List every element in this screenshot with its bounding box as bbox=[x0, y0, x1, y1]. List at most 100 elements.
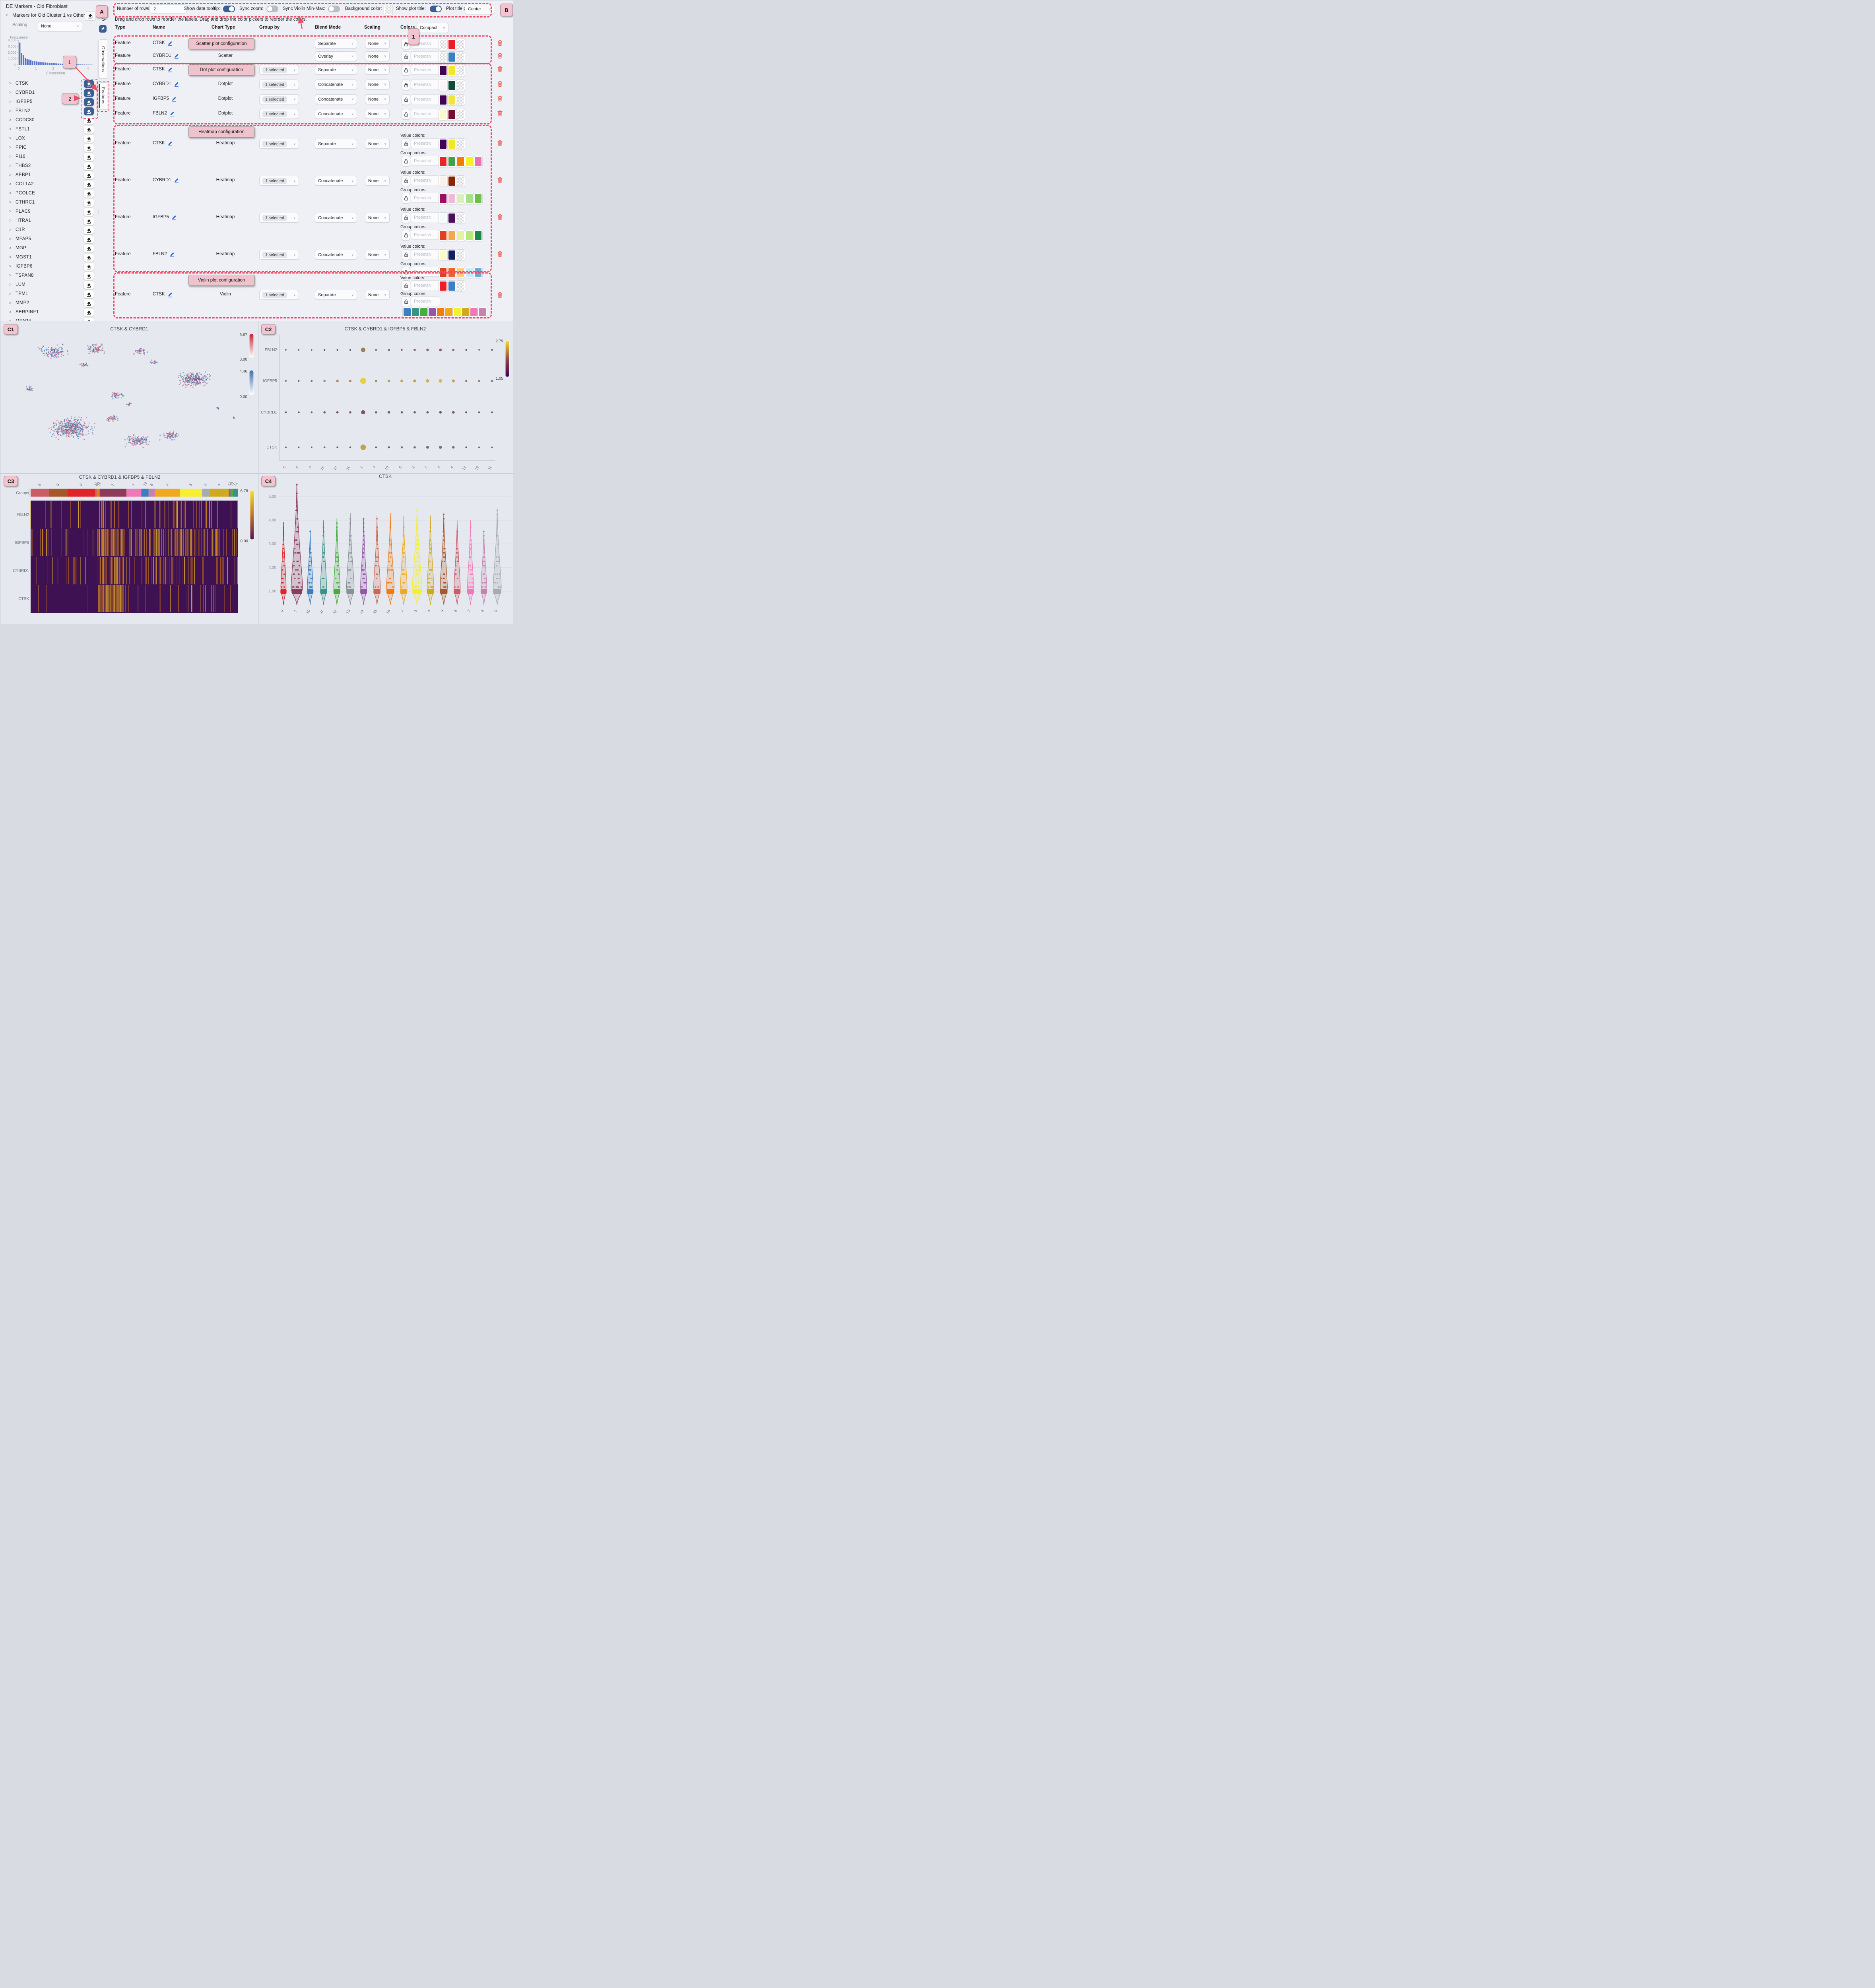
gene-expand-icon[interactable]: > bbox=[9, 155, 12, 159]
gene-expand-icon[interactable]: > bbox=[9, 109, 12, 113]
pin-button[interactable] bbox=[99, 25, 107, 33]
gene-expand-icon[interactable]: > bbox=[9, 118, 12, 122]
gene-paint-bucket-button[interactable] bbox=[84, 190, 94, 198]
color-swatch[interactable] bbox=[448, 250, 456, 260]
color-swatch[interactable] bbox=[448, 65, 456, 76]
color-swatch[interactable] bbox=[439, 193, 447, 204]
gene-name[interactable]: PPIC bbox=[16, 145, 27, 150]
color-swatch[interactable] bbox=[419, 307, 428, 317]
color-swatch[interactable] bbox=[448, 95, 456, 105]
group-by-select[interactable]: 1 selected ∨ bbox=[259, 65, 299, 75]
color-swatch[interactable] bbox=[456, 267, 465, 278]
gene-expand-icon[interactable]: > bbox=[9, 164, 12, 168]
presets-select[interactable]: Presets ∨ bbox=[411, 230, 440, 240]
presets-select[interactable]: Presets ∨ bbox=[411, 175, 440, 185]
show-plot-title-toggle[interactable] bbox=[430, 6, 442, 12]
color-swatch[interactable] bbox=[448, 281, 456, 291]
gene-expand-icon[interactable]: > bbox=[9, 200, 12, 205]
scaling-select[interactable]: None ∨ bbox=[365, 65, 390, 75]
color-swatch[interactable] bbox=[439, 281, 447, 291]
scaling-select[interactable]: None ∨ bbox=[365, 80, 390, 89]
presets-select[interactable]: Presets ∨ bbox=[411, 80, 440, 89]
scaling-select[interactable]: None ∨ bbox=[38, 21, 82, 31]
group-by-select[interactable]: 1 selected ∨ bbox=[259, 109, 299, 119]
color-swatch[interactable] bbox=[465, 193, 474, 204]
lock-colors-button[interactable] bbox=[402, 109, 410, 120]
gene-name[interactable]: CCDC80 bbox=[16, 118, 35, 122]
color-swatch[interactable] bbox=[448, 193, 456, 204]
color-swatch[interactable] bbox=[439, 65, 447, 76]
lock-colors-button[interactable] bbox=[402, 175, 410, 186]
gene-expand-icon[interactable]: > bbox=[9, 173, 12, 177]
gene-paint-bucket-button[interactable] bbox=[84, 153, 94, 161]
gene-name[interactable]: CYBRD1 bbox=[16, 90, 35, 95]
gene-expand-icon[interactable]: > bbox=[9, 246, 12, 250]
delete-row-button[interactable] bbox=[497, 110, 504, 118]
gene-paint-bucket-button[interactable] bbox=[84, 235, 94, 243]
color-swatch[interactable] bbox=[439, 80, 447, 91]
group-by-select[interactable]: 1 selected ∨ bbox=[259, 80, 299, 89]
lock-colors-button[interactable] bbox=[402, 65, 410, 76]
color-swatch[interactable] bbox=[439, 230, 447, 241]
scaling-select[interactable]: None ∨ bbox=[365, 250, 390, 260]
blend-mode-select[interactable]: Concatenate ∨ bbox=[315, 213, 357, 223]
delete-row-button[interactable] bbox=[497, 140, 504, 148]
gene-expand-icon[interactable]: > bbox=[9, 182, 12, 186]
gene-paint-bucket-button[interactable] bbox=[84, 299, 94, 307]
scaling-select[interactable]: None ∨ bbox=[365, 94, 390, 104]
color-swatch[interactable] bbox=[456, 213, 465, 223]
gene-paint-bucket-button[interactable] bbox=[84, 107, 94, 115]
gene-name[interactable]: MGST1 bbox=[16, 255, 32, 260]
sync-zoom-toggle[interactable] bbox=[266, 6, 278, 12]
lock-colors-button[interactable] bbox=[402, 51, 410, 62]
scaling-select[interactable]: None ∨ bbox=[365, 290, 390, 300]
color-swatch[interactable] bbox=[456, 52, 465, 62]
edit-name-icon[interactable] bbox=[167, 140, 173, 146]
gene-paint-bucket-button[interactable] bbox=[84, 208, 94, 216]
color-swatch[interactable] bbox=[439, 213, 447, 223]
gene-paint-bucket-button[interactable] bbox=[84, 309, 94, 316]
color-swatch[interactable] bbox=[439, 95, 447, 105]
color-swatch[interactable] bbox=[439, 267, 447, 278]
color-swatch[interactable] bbox=[456, 193, 465, 204]
blend-mode-select[interactable]: Concatenate ∨ bbox=[315, 109, 357, 119]
scaling-select[interactable]: None ∨ bbox=[365, 176, 390, 186]
lock-colors-button[interactable] bbox=[402, 138, 410, 149]
gene-name[interactable]: MGP bbox=[16, 246, 27, 250]
group-by-select[interactable]: 1 selected ∨ bbox=[259, 176, 299, 186]
delete-row-button[interactable] bbox=[497, 95, 504, 103]
color-swatch[interactable] bbox=[448, 156, 456, 167]
gene-expand-icon[interactable]: > bbox=[9, 283, 12, 287]
color-swatch[interactable] bbox=[456, 65, 465, 76]
delete-row-button[interactable] bbox=[497, 214, 504, 221]
gene-name[interactable]: LUM bbox=[16, 282, 26, 287]
blend-mode-select[interactable]: Separate ∨ bbox=[315, 39, 357, 49]
gene-expand-icon[interactable]: > bbox=[9, 310, 12, 315]
color-swatch[interactable] bbox=[428, 307, 437, 317]
color-swatch[interactable] bbox=[448, 80, 456, 91]
presets-select[interactable]: Presets ∨ bbox=[411, 296, 440, 306]
edit-name-icon[interactable] bbox=[174, 81, 179, 87]
gene-name[interactable]: MFAP5 bbox=[16, 237, 31, 241]
gene-name[interactable]: TSPAN8 bbox=[16, 273, 34, 278]
color-swatch[interactable] bbox=[444, 307, 453, 317]
gene-expand-icon[interactable]: > bbox=[9, 127, 12, 132]
presets-select[interactable]: Presets ∨ bbox=[411, 138, 440, 148]
lock-colors-button[interactable] bbox=[402, 193, 410, 204]
gene-expand-icon[interactable]: > bbox=[9, 91, 12, 95]
gene-expand-icon[interactable]: > bbox=[9, 100, 12, 104]
gene-paint-bucket-button[interactable] bbox=[84, 89, 94, 97]
gene-paint-bucket-button[interactable] bbox=[84, 126, 94, 134]
scaling-select[interactable]: None ∨ bbox=[365, 213, 390, 223]
gene-paint-bucket-button[interactable] bbox=[84, 318, 94, 321]
color-swatch[interactable] bbox=[448, 230, 456, 241]
sidebar-collapse-icon[interactable]: ∨ bbox=[100, 17, 107, 22]
blend-mode-select[interactable]: Separate ∨ bbox=[315, 290, 357, 300]
gene-expand-icon[interactable]: > bbox=[9, 146, 12, 150]
color-swatch[interactable] bbox=[456, 95, 465, 105]
group-by-select[interactable]: 1 selected ∨ bbox=[259, 250, 299, 260]
color-swatch[interactable] bbox=[456, 176, 465, 186]
color-swatch[interactable] bbox=[474, 230, 482, 241]
gene-paint-bucket-button[interactable] bbox=[84, 162, 94, 170]
lock-colors-button[interactable] bbox=[402, 80, 410, 90]
